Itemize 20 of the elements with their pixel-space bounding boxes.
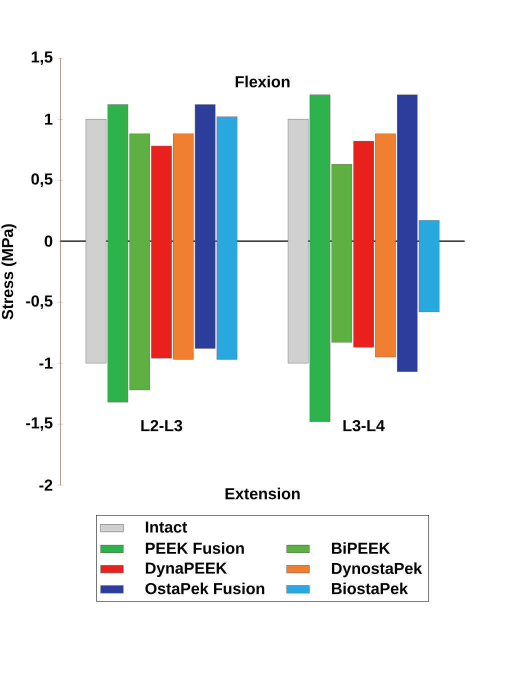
legend-label: DynaPEEK: [146, 562, 227, 577]
x-tick-label: L3-L4: [343, 420, 385, 432]
x-tick-label: L2-L3: [141, 420, 182, 432]
legend-label: OstaPek Fusion: [145, 582, 264, 594]
y-tick-label: -0,5: [26, 295, 52, 309]
y-tick-label: 1,5: [32, 51, 52, 65]
legend-label: PEEK Fusion: [146, 542, 244, 554]
legend-label: DynostaPek: [332, 562, 422, 578]
y-tick-label: -1: [39, 358, 52, 369]
y-tick-label: 0: [44, 236, 52, 247]
y-tick-label: 0,5: [31, 173, 52, 187]
y-axis-title: Stress (MPa): [1, 224, 16, 320]
y-tick-label: -1,5: [26, 417, 52, 431]
annotation: Flexion: [236, 76, 290, 88]
legend-label: BiPEEK: [332, 542, 390, 554]
text: Extension: [225, 488, 300, 500]
y-tick-label: 1: [44, 114, 52, 125]
legend-label: Intact: [146, 522, 187, 533]
legend-label: BiostaPek: [332, 582, 408, 594]
y-tick-label: -2: [39, 480, 52, 491]
